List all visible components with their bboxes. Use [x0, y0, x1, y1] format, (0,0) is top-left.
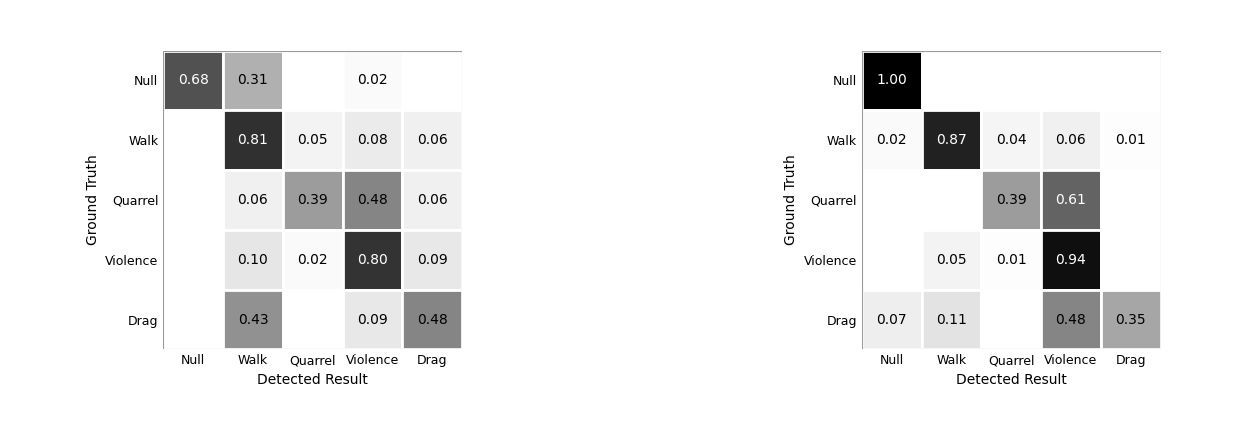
Text: 0.09: 0.09	[417, 253, 447, 267]
Text: 0.02: 0.02	[357, 73, 388, 88]
Bar	[982, 230, 1042, 290]
Bar	[164, 51, 224, 110]
Bar	[282, 230, 342, 290]
Text: 0.06: 0.06	[237, 193, 269, 207]
Text: 1.00: 1.00	[877, 73, 907, 88]
Text: 0.07: 0.07	[877, 312, 907, 327]
Bar	[282, 51, 342, 110]
Text: 0.48: 0.48	[357, 193, 388, 207]
Bar	[922, 51, 982, 110]
Bar	[402, 290, 462, 349]
Bar	[402, 170, 462, 230]
Bar	[164, 110, 224, 170]
Bar	[1100, 110, 1160, 170]
Bar	[982, 170, 1042, 230]
Bar	[1042, 170, 1100, 230]
Bar	[982, 110, 1042, 170]
Bar	[862, 110, 922, 170]
Bar	[1100, 230, 1160, 290]
Text: 0.81: 0.81	[237, 133, 269, 147]
Bar	[982, 51, 1042, 110]
Text: 0.80: 0.80	[357, 253, 388, 267]
Bar	[282, 290, 342, 349]
Text: 0.02: 0.02	[877, 133, 907, 147]
Bar	[342, 170, 402, 230]
Text: 0.06: 0.06	[417, 133, 447, 147]
Bar	[402, 230, 462, 290]
Bar	[862, 51, 922, 110]
Text: 0.01: 0.01	[995, 253, 1027, 267]
Bar	[164, 290, 224, 349]
Text: 0.08: 0.08	[357, 133, 388, 147]
Text: 0.68: 0.68	[177, 73, 209, 88]
Text: 0.87: 0.87	[936, 133, 967, 147]
Y-axis label: Ground Truth: Ground Truth	[86, 155, 100, 245]
Bar	[922, 290, 982, 349]
Bar	[282, 110, 342, 170]
Bar	[342, 51, 402, 110]
Bar	[224, 230, 282, 290]
Bar	[1042, 51, 1100, 110]
X-axis label: Detected Result: Detected Result	[955, 373, 1067, 387]
Text: 0.94: 0.94	[1055, 253, 1087, 267]
Text: 0.39: 0.39	[297, 193, 328, 207]
Bar	[862, 170, 922, 230]
Bar	[982, 290, 1042, 349]
Bar	[862, 290, 922, 349]
Text: 0.39: 0.39	[995, 193, 1027, 207]
Text: 0.05: 0.05	[936, 253, 967, 267]
Bar	[342, 230, 402, 290]
Text: 0.48: 0.48	[1055, 312, 1087, 327]
Bar	[224, 51, 282, 110]
Bar	[402, 51, 462, 110]
Bar	[922, 170, 982, 230]
Text: 0.09: 0.09	[357, 312, 388, 327]
Text: 0.61: 0.61	[1055, 193, 1087, 207]
Text: 0.48: 0.48	[417, 312, 447, 327]
X-axis label: Detected Result: Detected Result	[257, 373, 368, 387]
Text: 0.02: 0.02	[297, 253, 328, 267]
Bar	[1042, 290, 1100, 349]
Bar	[342, 110, 402, 170]
Text: 0.43: 0.43	[237, 312, 269, 327]
Bar	[342, 290, 402, 349]
Bar	[1042, 230, 1100, 290]
Text: 0.06: 0.06	[417, 193, 447, 207]
Bar	[224, 290, 282, 349]
Bar	[224, 110, 282, 170]
Bar	[224, 170, 282, 230]
Bar	[1100, 170, 1160, 230]
Bar	[402, 110, 462, 170]
Text: 0.06: 0.06	[1055, 133, 1087, 147]
Bar	[922, 230, 982, 290]
Text: 0.11: 0.11	[936, 312, 967, 327]
Bar	[282, 170, 342, 230]
Bar	[164, 230, 224, 290]
Bar	[922, 110, 982, 170]
Text: 0.35: 0.35	[1115, 312, 1147, 327]
Bar	[1100, 51, 1160, 110]
Text: 0.04: 0.04	[995, 133, 1027, 147]
Bar	[164, 170, 224, 230]
Text: 0.10: 0.10	[237, 253, 269, 267]
Text: 0.01: 0.01	[1115, 133, 1147, 147]
Y-axis label: Ground Truth: Ground Truth	[784, 155, 798, 245]
Bar	[1042, 110, 1100, 170]
Bar	[862, 230, 922, 290]
Bar	[1100, 290, 1160, 349]
Text: 0.05: 0.05	[297, 133, 328, 147]
Text: 0.31: 0.31	[237, 73, 269, 88]
